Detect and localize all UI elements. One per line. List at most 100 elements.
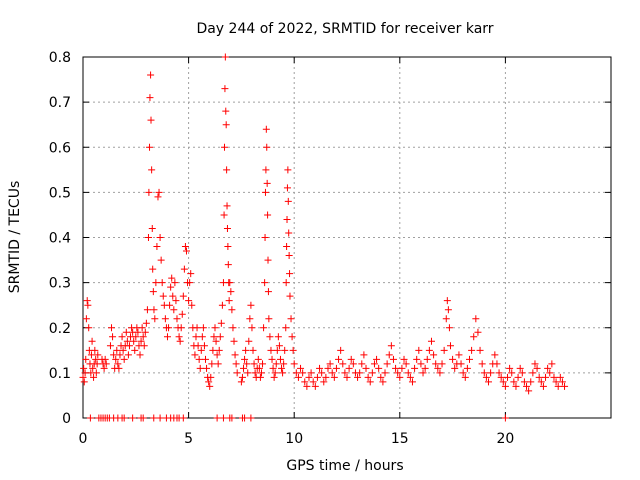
data-point bbox=[156, 234, 164, 241]
data-point bbox=[552, 378, 560, 386]
data-point bbox=[542, 373, 550, 381]
y-axis-tick-labels: 0 0.1 0.2 0.3 0.4 0.5 0.6 0.7 0.8 bbox=[49, 50, 71, 427]
data-point bbox=[318, 369, 326, 377]
data-point bbox=[139, 414, 147, 422]
data-point bbox=[281, 346, 289, 354]
data-point bbox=[148, 166, 156, 174]
data-point bbox=[307, 369, 315, 377]
data-point bbox=[290, 360, 298, 368]
data-point bbox=[205, 378, 213, 386]
data-point bbox=[161, 315, 169, 323]
data-point bbox=[264, 288, 272, 296]
data-point bbox=[101, 355, 109, 363]
data-point bbox=[463, 364, 471, 372]
data-point bbox=[261, 188, 269, 196]
data-point bbox=[396, 373, 404, 381]
data-point bbox=[233, 369, 241, 377]
data-point bbox=[419, 369, 427, 377]
data-point bbox=[504, 373, 512, 381]
data-point bbox=[148, 224, 156, 232]
data-point bbox=[406, 373, 414, 381]
data-point bbox=[155, 188, 163, 196]
data-point bbox=[265, 315, 273, 323]
data-point bbox=[194, 342, 202, 350]
data-point bbox=[139, 333, 147, 341]
data-point bbox=[192, 333, 200, 341]
data-point bbox=[440, 346, 448, 354]
data-point bbox=[165, 324, 173, 332]
data-point bbox=[210, 333, 218, 341]
data-point bbox=[512, 382, 520, 390]
data-point bbox=[392, 364, 400, 372]
data-point bbox=[186, 279, 194, 287]
data-point bbox=[242, 346, 250, 354]
data-point bbox=[166, 301, 174, 309]
data-point bbox=[221, 53, 229, 61]
data-point bbox=[272, 360, 280, 368]
data-point bbox=[282, 279, 290, 287]
data-point bbox=[309, 378, 317, 386]
data-point bbox=[260, 324, 268, 332]
data-point bbox=[381, 369, 389, 377]
data-point bbox=[556, 373, 564, 381]
data-point bbox=[527, 378, 535, 386]
data-point bbox=[106, 342, 114, 350]
data-point bbox=[263, 179, 271, 187]
data-point bbox=[289, 346, 297, 354]
data-point bbox=[176, 337, 184, 345]
data-point bbox=[144, 234, 152, 241]
data-point bbox=[84, 301, 92, 309]
data-point bbox=[337, 346, 345, 354]
data-point bbox=[485, 378, 493, 386]
data-point bbox=[122, 328, 130, 336]
data-point bbox=[170, 306, 178, 314]
data-point bbox=[80, 364, 88, 372]
data-point bbox=[550, 373, 558, 381]
data-point bbox=[263, 143, 271, 151]
data-point bbox=[459, 369, 467, 377]
data-point bbox=[443, 297, 451, 305]
data-point bbox=[510, 378, 518, 386]
data-point bbox=[137, 337, 145, 345]
data-point bbox=[206, 382, 214, 390]
data-point bbox=[152, 279, 160, 287]
data-point bbox=[535, 373, 543, 381]
data-point bbox=[197, 346, 205, 354]
data-point bbox=[243, 360, 251, 368]
data-point bbox=[196, 364, 204, 372]
data-point bbox=[398, 364, 406, 372]
data-point bbox=[181, 243, 189, 251]
data-point bbox=[373, 355, 381, 363]
data-point bbox=[195, 355, 203, 363]
data-point bbox=[411, 364, 419, 372]
data-point bbox=[554, 382, 562, 390]
data-point bbox=[286, 270, 294, 278]
data-point bbox=[303, 382, 311, 390]
data-point bbox=[449, 355, 457, 363]
data-point bbox=[330, 373, 338, 381]
data-point bbox=[203, 364, 211, 372]
data-point bbox=[147, 116, 155, 124]
data-point bbox=[320, 378, 328, 386]
data-point bbox=[119, 346, 127, 354]
data-point bbox=[227, 288, 235, 296]
data-point bbox=[109, 333, 117, 341]
data-point bbox=[301, 378, 309, 386]
x-tick-label: 0 bbox=[79, 431, 88, 447]
data-point bbox=[163, 333, 171, 341]
data-point bbox=[400, 355, 408, 363]
data-point bbox=[270, 373, 278, 381]
data-point bbox=[146, 94, 154, 102]
data-point bbox=[261, 234, 269, 241]
data-point bbox=[413, 355, 421, 363]
data-point bbox=[80, 378, 88, 386]
data-point bbox=[100, 364, 108, 372]
data-point bbox=[185, 297, 193, 305]
data-point bbox=[394, 369, 402, 377]
data-point bbox=[468, 346, 476, 354]
data-point bbox=[228, 414, 236, 422]
data-point bbox=[425, 346, 433, 354]
data-point bbox=[332, 364, 340, 372]
data-point bbox=[209, 346, 217, 354]
data-point bbox=[271, 369, 279, 377]
